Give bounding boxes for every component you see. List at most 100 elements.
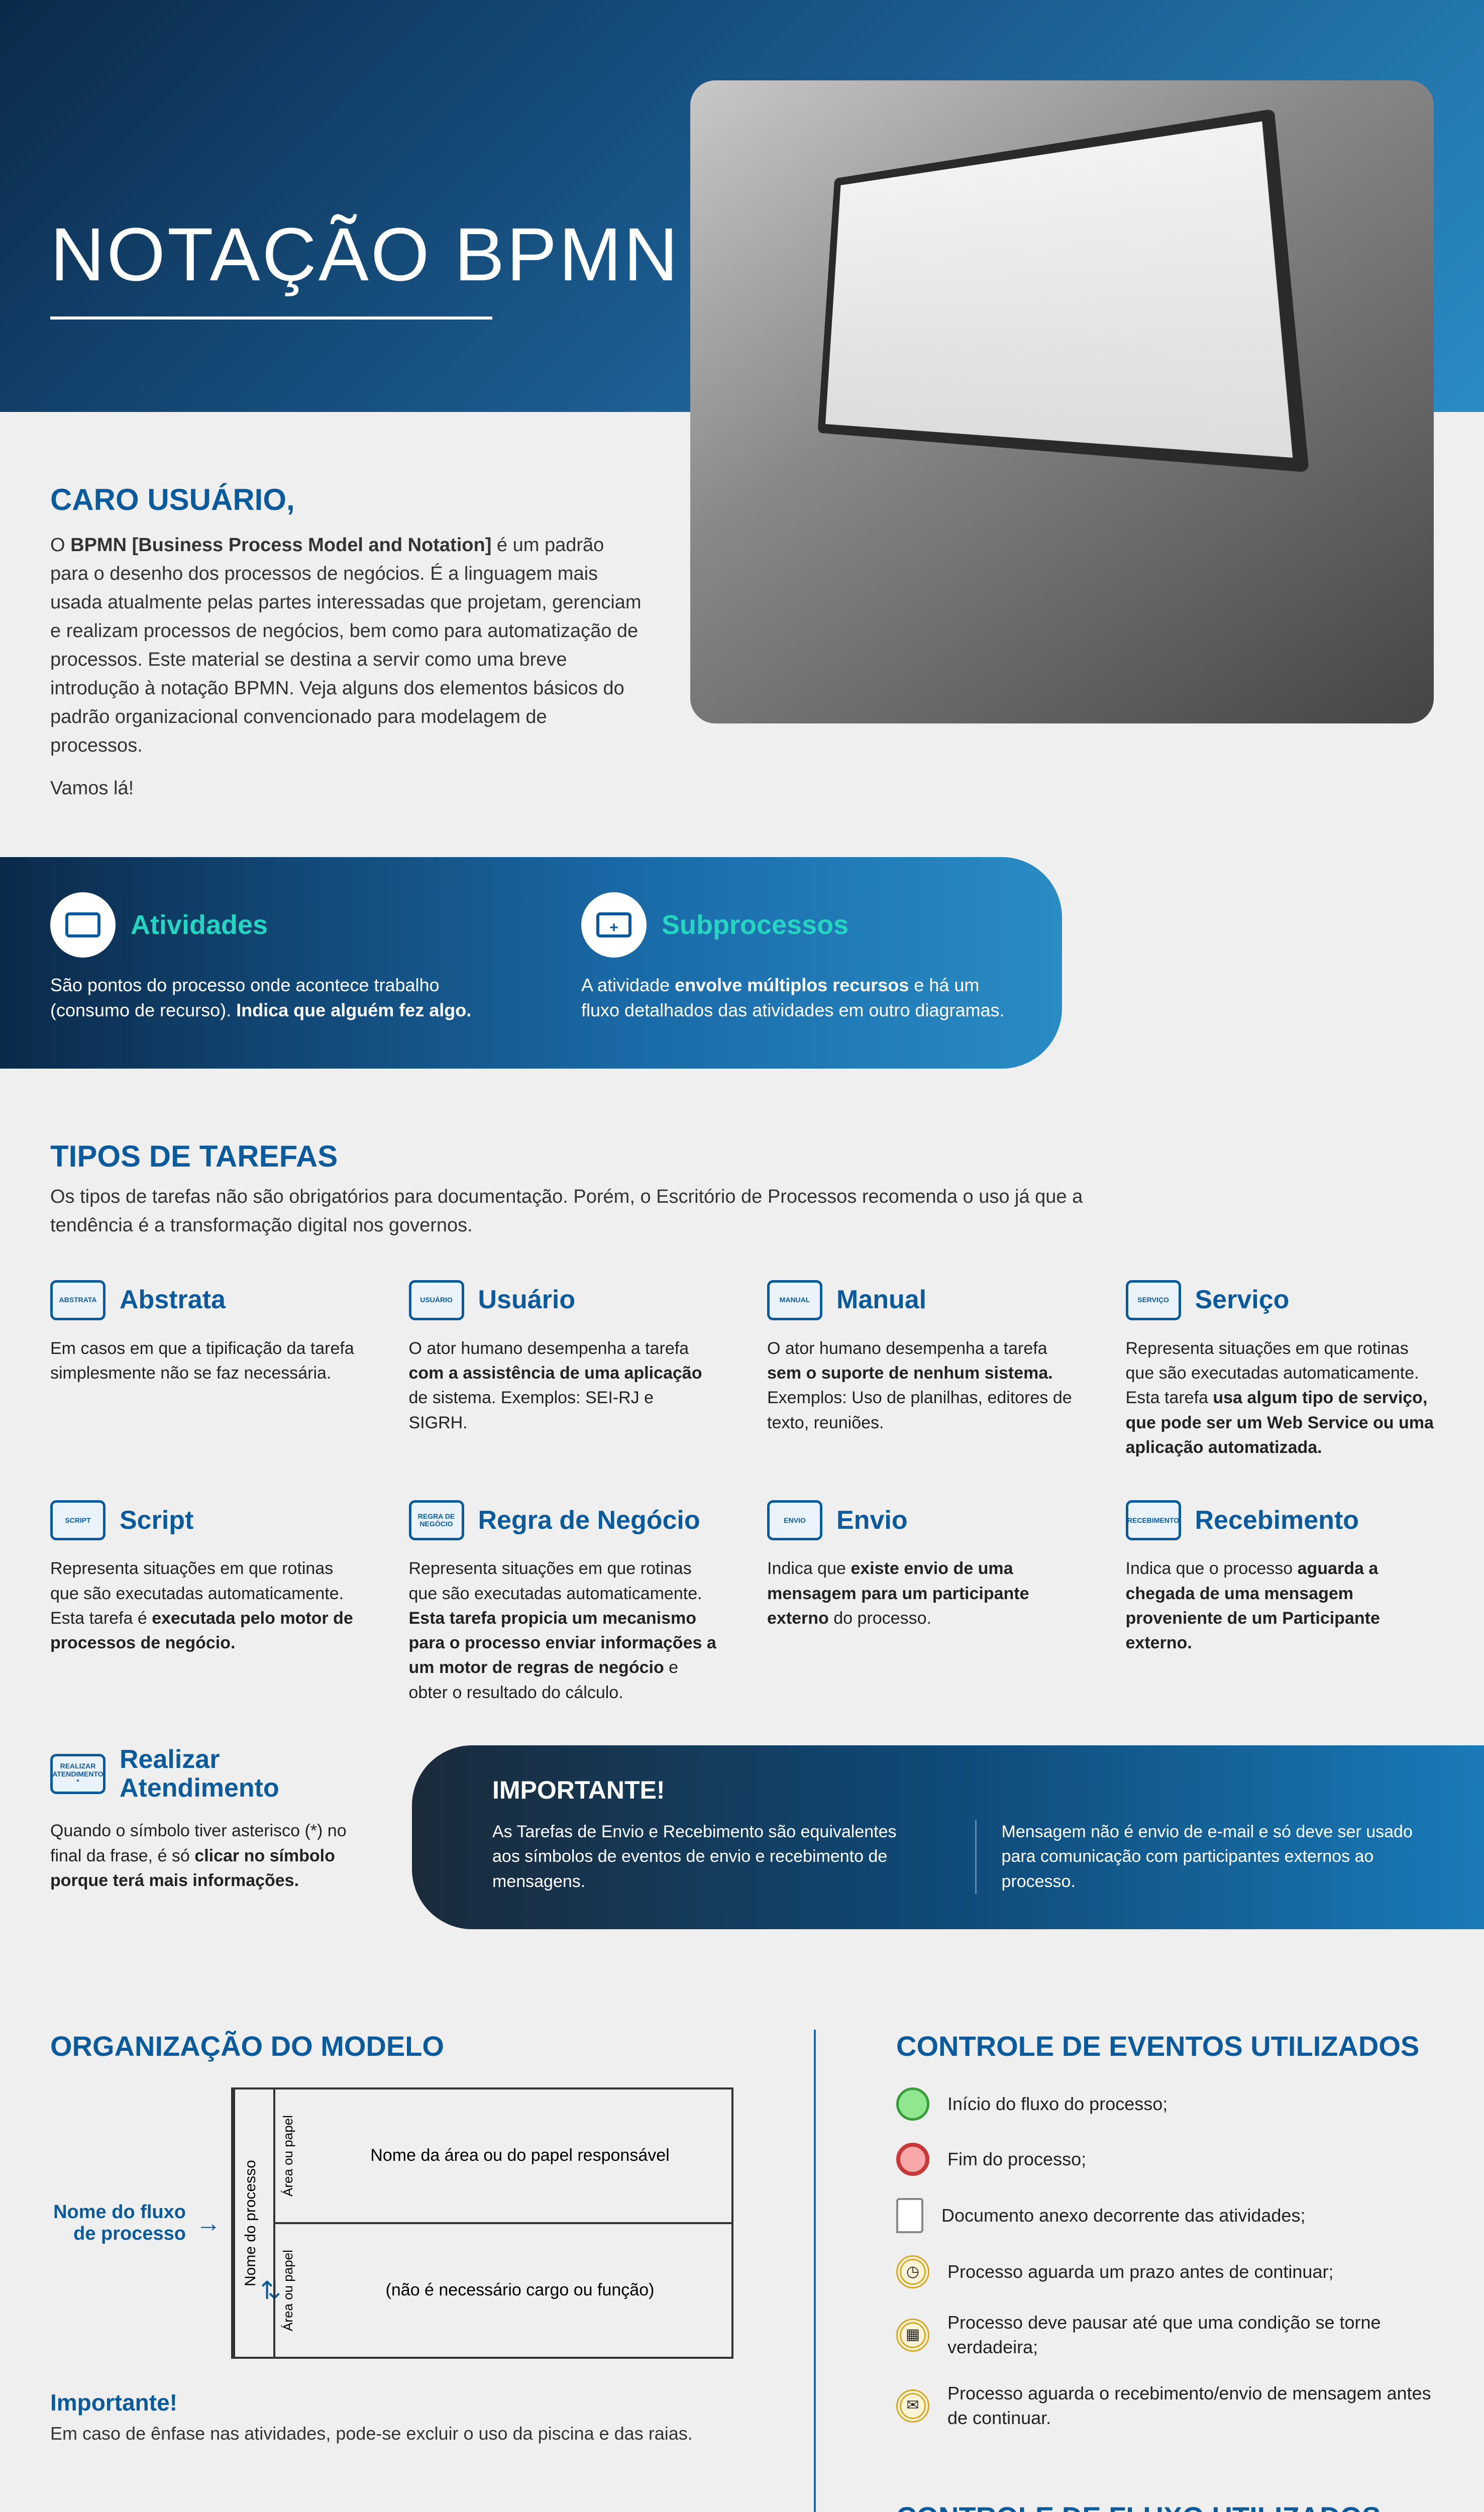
page-title: NOTAÇÃO BPMN: [50, 211, 680, 298]
flows-heading: CONTROLE DE FLUXO UTILIZADOS: [896, 2500, 1434, 2512]
pool-diagram: Nome do processo Área ou papel Nome da á…: [231, 2087, 733, 2359]
page: NOTAÇÃO BPMN CARO USUÁRIO, O BPMN [Busin…: [0, 0, 1484, 2512]
activity-title: Atividades: [131, 909, 268, 940]
intro-section: CARO USUÁRIO, O BPMN [Business Process M…: [0, 412, 693, 857]
intermediate-event-icon: ◷: [896, 2255, 929, 2288]
task-type-title: Script: [120, 1506, 193, 1535]
task-type-card: ENVIO Envio Indica que existe envio de u…: [767, 1500, 1076, 1705]
task-type-title: Realizar Atendimento: [120, 1745, 372, 1803]
event-text: Processo aguarda o recebimento/envio de …: [947, 2381, 1434, 2430]
task-type-desc: Indica que o processo aguarda a chegada …: [1126, 1556, 1434, 1655]
task-type-icon: REGRA DE NEGÓCIO: [409, 1500, 464, 1540]
task-type-title: Usuário: [478, 1286, 576, 1314]
event-text: Documento anexo decorrente das atividade…: [941, 2204, 1305, 2228]
important-bar: IMPORTANTE! As Tarefas de Envio e Recebi…: [412, 1745, 1484, 1929]
lane-label-1: Área ou papel: [273, 2089, 308, 2222]
task-type-icon: SERVIÇO: [1126, 1280, 1181, 1320]
event-item: Documento anexo decorrente das atividade…: [896, 2198, 1434, 2233]
start-event-icon: [896, 2087, 929, 2121]
events-list: Início do fluxo do processo; Fim do proce…: [896, 2087, 1434, 2430]
title-underline: [50, 317, 492, 320]
task-type-title: Manual: [836, 1286, 926, 1314]
task-type-desc: Representa situações em que rotinas que …: [409, 1556, 717, 1705]
end-event-icon: [896, 2143, 929, 2176]
task-type-card: SCRIPT Script Representa situações em qu…: [50, 1500, 359, 1705]
task-type-card: MANUAL Manual O ator humano desempenha a…: [767, 1280, 1076, 1460]
intermediate-event-icon: ▦: [896, 2319, 929, 2352]
model-note-text: Em caso de ênfase nas atividades, pode-s…: [50, 2423, 733, 2444]
task-type-desc: Indica que existe envio de uma mensagem …: [767, 1556, 1076, 1631]
hero-photo: [690, 80, 1434, 723]
task-type-desc: O ator humano desempenha a tarefa com a …: [409, 1336, 717, 1435]
task-type-title: Regra de Negócio: [478, 1506, 700, 1535]
event-text: Processo deve pausar até que uma condiçã…: [947, 2311, 1434, 2359]
activity-title: Subprocessos: [662, 909, 849, 940]
task-type-card: RECEBIMENTO Recebimento Indica que o pro…: [1126, 1500, 1434, 1705]
event-text: Fim do processo;: [947, 2147, 1086, 2172]
org-heading: ORGANIZAÇÃO DO MODELO: [50, 2030, 733, 2062]
left-column: ORGANIZAÇÃO DO MODELO Nome do fluxo de p…: [50, 2030, 733, 2512]
tipos-heading: TIPOS DE TAREFAS: [50, 1139, 1434, 1174]
task-type-icon: RECEBIMENTO: [1126, 1500, 1181, 1540]
task-type-desc: O ator humano desempenha a tarefa sem o …: [767, 1336, 1076, 1435]
task-type-card: REGRA DE NEGÓCIO Regra de Negócio Repres…: [409, 1500, 717, 1705]
important-col-1: As Tarefas de Envio e Recebimento são eq…: [492, 1820, 925, 1894]
lane-cell-2: (não é necessário cargo ou função): [308, 2224, 731, 2357]
document-icon: [896, 2198, 923, 2233]
task-type-card: USUÁRIO Usuário O ator humano desempenha…: [409, 1280, 717, 1460]
event-text: Início do fluxo do processo;: [947, 2092, 1168, 2117]
event-item: ◷ Processo aguarda um prazo antes de cont…: [896, 2255, 1434, 2288]
task-type-title: Serviço: [1195, 1286, 1290, 1314]
event-item: ✉ Processo aguarda o recebimento/envio de…: [896, 2381, 1434, 2430]
activity-atividades: Atividades São pontos do processo onde a…: [50, 892, 481, 1023]
activity-desc: A atividade envolve múltiplos recursos e…: [581, 973, 1012, 1023]
event-item: Início do fluxo do processo;: [896, 2087, 1434, 2121]
lane-cell-1: Nome da área ou do papel responsável: [308, 2089, 731, 2222]
activities-bar: Atividades São pontos do processo onde a…: [0, 857, 1062, 1069]
important-col-2: Mensagem não é envio de e-mail e só deve…: [975, 1820, 1434, 1894]
hero: NOTAÇÃO BPMN: [0, 0, 1484, 412]
tipos-grid: ABSTRATA Abstrata Em casos em que a tipi…: [50, 1280, 1434, 1705]
events-heading: CONTROLE DE EVENTOS UTILIZADOS: [896, 2030, 1434, 2062]
task-type-title: Envio: [836, 1506, 908, 1535]
pool-name: Nome do processo: [233, 2089, 273, 2357]
event-item: ▦ Processo deve pausar até que uma condiç…: [896, 2311, 1434, 2359]
divider: [814, 2030, 816, 2512]
task-type-title: Abstrata: [120, 1286, 226, 1314]
subprocess-icon: [581, 892, 647, 958]
intro-paragraph-1: O BPMN [Business Process Model and Notat…: [50, 531, 643, 760]
model-diagram: Nome do fluxo de processo → Nome do proc…: [50, 2087, 733, 2359]
lower-section: ORGANIZAÇÃO DO MODELO Nome do fluxo de p…: [0, 1959, 1484, 2512]
task-type-card: SERVIÇO Serviço Representa situações em …: [1126, 1280, 1434, 1460]
task-type-desc: Quando o símbolo tiver asterisco (*) no …: [50, 1819, 372, 1893]
right-column: CONTROLE DE EVENTOS UTILIZADOS Início do…: [896, 2030, 1434, 2512]
arrow-icon: →: [196, 2209, 221, 2238]
model-note: Importante! Em caso de ênfase nas ativid…: [50, 2389, 733, 2444]
event-text: Processo aguarda um prazo antes de conti…: [947, 2260, 1333, 2284]
tipos-subtitle: Os tipos de tarefas não são obrigatórios…: [50, 1183, 1155, 1240]
task-type-icon: ENVIO: [767, 1500, 822, 1540]
model-note-heading: Importante!: [50, 2389, 733, 2416]
intro-heading: CARO USUÁRIO,: [50, 482, 643, 517]
task-type-title: Recebimento: [1195, 1506, 1359, 1535]
important-heading: IMPORTANTE!: [492, 1775, 1434, 1805]
task-type-icon: MANUAL: [767, 1280, 822, 1320]
task-type-desc: Representa situações em que rotinas que …: [1126, 1336, 1434, 1460]
intermediate-event-icon: ✉: [896, 2389, 929, 2423]
lane-label-2: Área ou papel: [273, 2224, 308, 2357]
activity-desc: São pontos do processo onde acontece tra…: [50, 973, 481, 1023]
task-type-icon: ABSTRATA: [50, 1280, 105, 1320]
flow-name-label: Nome do fluxo de processo: [50, 2202, 186, 2245]
event-item: Fim do processo;: [896, 2143, 1434, 2176]
task-type-icon: SCRIPT: [50, 1500, 105, 1540]
important-row: REALIZAR ATENDIMENTO * Realizar Atendime…: [50, 1745, 1434, 1929]
task-realizar: REALIZAR ATENDIMENTO * Realizar Atendime…: [50, 1745, 372, 1893]
task-type-icon: REALIZAR ATENDIMENTO *: [50, 1754, 105, 1794]
intro-paragraph-2: Vamos lá!: [50, 774, 643, 803]
task-type-icon: USUÁRIO: [409, 1280, 464, 1320]
tipos-section: TIPOS DE TAREFAS Os tipos de tarefas não…: [0, 1069, 1484, 1959]
activity-subprocessos: Subprocessos A atividade envolve múltipl…: [581, 892, 1012, 1023]
task-type-desc: Representa situações em que rotinas que …: [50, 1556, 359, 1655]
flow-control-section: CONTROLE DE FLUXO UTILIZADOS ✕Divide em …: [896, 2500, 1434, 2512]
task-type-card: ABSTRATA Abstrata Em casos em que a tipi…: [50, 1280, 359, 1460]
